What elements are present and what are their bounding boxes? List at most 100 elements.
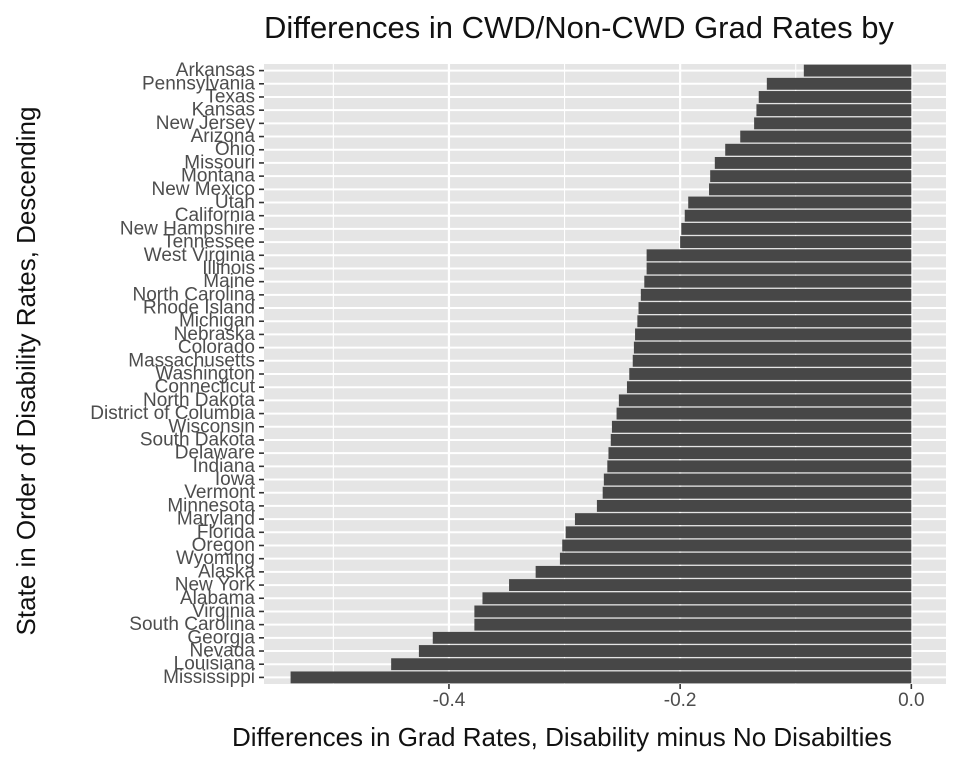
bar (482, 592, 912, 605)
bar (474, 618, 912, 631)
bars-group (290, 64, 912, 684)
y-tick-label: Oregon (192, 535, 255, 556)
bar (607, 460, 912, 473)
bar (602, 486, 912, 499)
bar (684, 209, 912, 222)
bar (603, 473, 912, 486)
bar (766, 77, 912, 90)
bar (391, 658, 912, 671)
y-tick-label: Kansas (192, 100, 255, 121)
y-tick-label: Virginia (192, 601, 255, 622)
y-tick-label: Alabama (180, 588, 255, 609)
bar (644, 275, 912, 288)
bar (474, 605, 912, 618)
y-tick-label: Utah (215, 192, 255, 213)
bar (646, 249, 912, 262)
y-tick-label: Tennessee (163, 232, 255, 253)
y-tick-label: Washington (155, 364, 255, 385)
y-tick-label: Wyoming (176, 548, 255, 569)
x-tick-label: -0.2 (664, 690, 697, 711)
y-tick-label: Maine (203, 271, 255, 292)
bar (646, 262, 912, 275)
y-tick-label: Texas (205, 86, 255, 107)
bar (574, 513, 912, 526)
y-tick-label: New York (175, 575, 256, 596)
bar (638, 302, 912, 314)
y-tick-label: West Virginia (144, 245, 256, 266)
y-tick-label: Georgia (187, 627, 255, 648)
y-tick-label: Florida (197, 522, 256, 543)
y-tick-label: Nevada (190, 641, 256, 662)
bar (608, 447, 912, 460)
bar (290, 671, 912, 684)
bar (633, 341, 912, 354)
y-tick-label: Missouri (184, 152, 255, 173)
bar (756, 104, 912, 117)
bar (509, 579, 912, 591)
bar (610, 434, 912, 446)
y-tick-label: Wisconsin (168, 416, 255, 437)
y-tick-label: South Dakota (140, 429, 256, 450)
y-tick-label: Connecticut (155, 377, 256, 398)
bar (714, 157, 912, 169)
y-tick-label: North Dakota (143, 390, 255, 411)
bar (535, 565, 912, 578)
y-tick-label: North Carolina (133, 284, 256, 305)
bar (596, 499, 912, 512)
bar (754, 117, 912, 130)
bar (635, 328, 912, 341)
y-tick-label: Michigan (179, 311, 255, 332)
x-axis-title: Differences in Grad Rates, Disability mi… (232, 722, 892, 752)
y-tick-label: New Mexico (152, 179, 255, 200)
y-tick-label: Delaware (175, 443, 255, 464)
y-tick-label: Mississippi (163, 667, 255, 688)
y-tick-label: Louisiana (174, 654, 256, 675)
y-tick-label: California (175, 205, 256, 226)
y-tick-label: South Carolina (129, 614, 255, 635)
bar (725, 143, 912, 156)
y-tick-label: Illinois (202, 258, 255, 279)
y-tick-label: Alaska (198, 561, 255, 582)
bar (418, 645, 912, 657)
bar (710, 170, 912, 183)
x-tick-label: -0.4 (433, 690, 466, 711)
bar (611, 420, 912, 433)
y-tick-label: Arizona (191, 126, 256, 147)
y-tick-label: Ohio (215, 139, 255, 160)
y-tick-label: Montana (181, 166, 255, 187)
bar (680, 236, 912, 249)
y-tick-label: Massachusetts (128, 350, 255, 371)
y-tick-label: Arkansas (176, 60, 255, 81)
bar (681, 222, 912, 235)
bar (803, 64, 912, 77)
y-tick-label: Vermont (184, 482, 255, 503)
y-tick-label: Iowa (215, 469, 256, 490)
bar (562, 539, 912, 552)
bar (565, 526, 912, 539)
bar (616, 407, 912, 420)
y-tick-label: Nebraska (174, 324, 256, 345)
y-tick-label: New Hampshire (120, 218, 255, 239)
bar (618, 394, 912, 407)
bar (637, 315, 912, 328)
y-tick-label: Rhode Island (143, 298, 255, 319)
y-tick-label: New Jersey (156, 113, 256, 134)
y-tick-label: District of Columbia (90, 403, 255, 424)
x-tick-label: 0.0 (898, 690, 924, 711)
y-tick-label: Indiana (193, 456, 256, 477)
chart-title: Differences in CWD/Non-CWD Grad Rates by (264, 10, 894, 45)
bar (559, 552, 912, 565)
bar (632, 354, 912, 367)
x-axis-ticks: -0.4 -0.2 0.0 (433, 684, 925, 711)
bar (740, 130, 912, 143)
y-tick-label: Colorado (178, 337, 255, 358)
y-tick-label: Pennsylvania (142, 73, 255, 94)
bar (629, 368, 912, 380)
bar (640, 288, 912, 301)
bar (626, 381, 912, 394)
y-tick-label: Maryland (177, 509, 255, 530)
y-tick-label: Minnesota (167, 495, 255, 516)
